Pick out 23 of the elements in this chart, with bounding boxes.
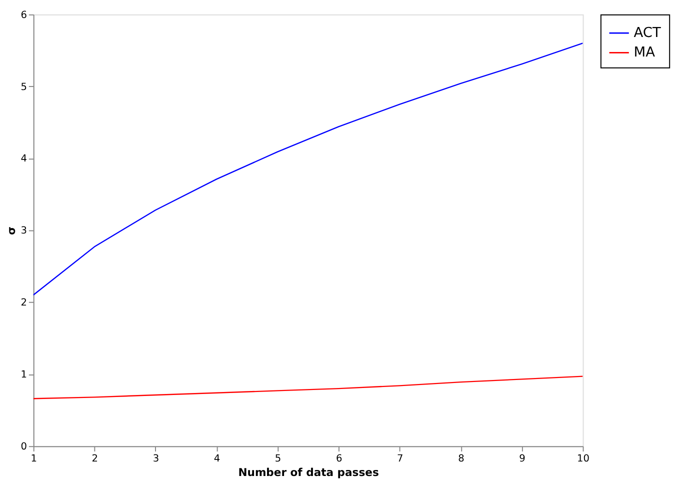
legend-label: MA <box>634 44 656 61</box>
line-series <box>33 42 583 296</box>
y-tick-label: 0 <box>20 442 27 453</box>
y-tick-label: 2 <box>20 298 27 309</box>
x-tick-label: 8 <box>458 453 464 464</box>
line-series <box>33 376 583 400</box>
x-tick-label: 3 <box>152 453 160 464</box>
x-tick-label: 6 <box>336 453 342 464</box>
y-tick-label: 5 <box>20 82 27 93</box>
legend-label: ACT <box>634 24 662 41</box>
x-tick-label: 10 <box>577 453 590 464</box>
x-tick-label: 9 <box>519 453 526 464</box>
x-tick-label: 4 <box>214 453 220 464</box>
x-tick-label: 1 <box>30 453 37 464</box>
x-axis-title: Number of data passes <box>238 466 379 480</box>
x-tick-label: 5 <box>274 453 282 464</box>
x-tick-label: 7 <box>397 453 404 464</box>
y-tick-label: 3 <box>20 226 27 237</box>
y-tick-label: 4 <box>20 154 27 165</box>
y-tick-label: 6 <box>20 10 27 21</box>
y-axis-title: σ <box>4 226 18 235</box>
y-tick-label: 1 <box>20 370 27 381</box>
x-tick-label: 2 <box>92 453 98 464</box>
